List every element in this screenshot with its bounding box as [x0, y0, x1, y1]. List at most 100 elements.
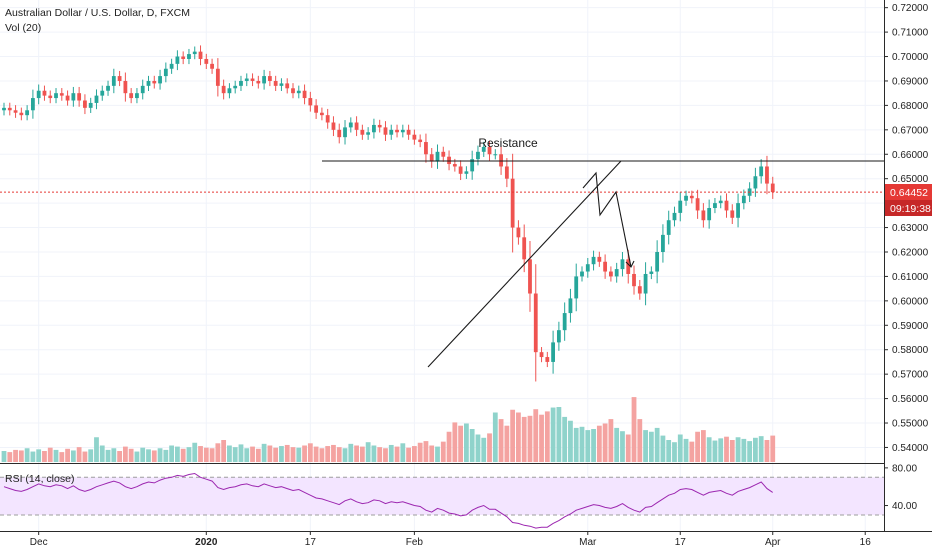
candle-body	[77, 93, 82, 101]
volume-bar	[700, 430, 706, 462]
candle-body	[406, 129, 411, 135]
candle-body	[94, 95, 99, 103]
price-axis-label: 0.62000	[892, 247, 929, 258]
volume-label[interactable]: Vol (20)	[5, 22, 41, 34]
volume-bar	[666, 440, 672, 462]
candle-body	[250, 78, 255, 81]
volume-bar	[643, 430, 648, 462]
price-axis-label: 0.65000	[892, 174, 929, 185]
price-axis-label: 0.57000	[892, 370, 929, 381]
support-trendline[interactable]	[427, 160, 622, 368]
volume-bar	[579, 426, 585, 462]
time-axis-label: Mar	[579, 537, 597, 548]
candle-body	[684, 195, 688, 201]
price-axis-label: 0.67000	[892, 125, 929, 136]
candle-body	[499, 154, 503, 167]
volume-bar	[227, 445, 232, 462]
volume-bar	[556, 407, 562, 462]
candle-body	[383, 127, 388, 135]
volume-bar	[267, 445, 273, 462]
candle-body	[533, 293, 538, 353]
time-axis-label: Dec	[30, 537, 48, 548]
candle-body	[545, 357, 550, 362]
volume-bar	[758, 436, 764, 462]
candle-body	[452, 164, 457, 167]
volume-bar	[383, 448, 388, 462]
volume-bar	[76, 447, 82, 462]
candle-body	[146, 80, 151, 86]
candle-body	[741, 195, 746, 204]
volume-bar	[307, 443, 313, 462]
volume-bar	[648, 431, 654, 462]
volume-bar	[221, 440, 227, 462]
volume-bar	[481, 437, 487, 462]
symbol-title[interactable]: Australian Dollar / U.S. Dollar, D, FXCM	[5, 7, 190, 19]
candle-body	[314, 105, 319, 113]
candle-body	[418, 139, 423, 143]
candle-body	[458, 166, 463, 174]
candle-body	[256, 80, 261, 84]
volume-bar	[458, 425, 464, 462]
candle-body	[400, 129, 405, 133]
price-axis-label: 0.61000	[892, 272, 929, 283]
candle-body	[591, 256, 596, 265]
candle-body	[348, 122, 353, 128]
candle-body	[129, 93, 134, 99]
volume-bar	[724, 436, 729, 462]
volume-bar	[660, 435, 666, 462]
volume-bar	[186, 447, 192, 462]
volume-bar	[475, 434, 481, 462]
volume-bar	[400, 443, 406, 462]
volume-bar	[614, 427, 620, 462]
volume-bar	[273, 447, 279, 462]
candle-body	[262, 76, 266, 84]
rsi-label[interactable]: RSI (14, close)	[5, 473, 74, 485]
price-axis-label: 0.66000	[892, 150, 929, 161]
volume-bar	[88, 449, 94, 462]
drawing-annotations[interactable]: Resistance	[322, 136, 884, 368]
volume-bar	[377, 447, 383, 462]
volume-bar	[753, 437, 758, 462]
candle-body	[562, 313, 567, 331]
candle-body	[412, 134, 417, 140]
volume-bar	[336, 447, 342, 462]
candle-body	[585, 264, 590, 272]
price-axis-label: 0.59000	[892, 321, 929, 332]
volume-bar	[608, 419, 614, 462]
volume-bar	[435, 446, 440, 462]
projected-path[interactable]	[582, 171, 632, 268]
volume-bar	[464, 423, 469, 462]
candle-body	[296, 90, 301, 94]
candle-body	[337, 129, 342, 138]
candle-body	[476, 151, 480, 160]
volume-bar	[712, 440, 718, 462]
volume-bar	[452, 422, 458, 462]
price-candles	[2, 45, 775, 382]
price-axis-label: 0.58000	[892, 345, 929, 356]
candle-body	[106, 85, 110, 91]
volume-bar	[117, 451, 122, 462]
candle-body	[643, 273, 648, 294]
candle-body	[661, 234, 665, 252]
volume-bar	[504, 425, 510, 462]
time-axis[interactable]: Dec202017FebMar17Apr16MayJun16Jul16	[30, 531, 932, 548]
volume-bar	[764, 440, 770, 462]
candle-body	[626, 259, 631, 274]
candle-body	[614, 269, 619, 277]
volume-bar	[209, 448, 215, 462]
volume-bar	[296, 447, 302, 462]
candle-body	[239, 80, 243, 86]
volume-bar	[695, 431, 700, 462]
volume-bar	[36, 449, 42, 462]
candle-body	[504, 166, 509, 179]
time-axis-label: Apr	[765, 537, 781, 548]
volume-bar	[146, 449, 151, 462]
candle-body	[447, 156, 451, 165]
candle-body	[308, 98, 313, 106]
candle-body	[140, 85, 145, 94]
candle-body	[169, 63, 174, 69]
volume-bar	[683, 438, 689, 462]
volume-bar	[625, 434, 631, 462]
